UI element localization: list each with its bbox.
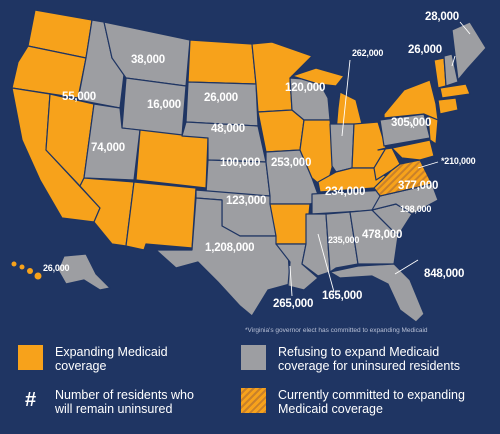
state-maine: [451, 21, 487, 81]
label-kansas: 100,000: [220, 157, 261, 169]
state-mississippi: [301, 213, 331, 277]
label-mississippi: 165,000: [322, 290, 363, 302]
state-maryland-delaware: [391, 139, 435, 161]
state-connecticut-ri: [437, 97, 459, 115]
label-maine: 28,000: [425, 11, 459, 23]
state-new-york: [383, 79, 439, 121]
legend-refusing-swatch: [241, 345, 266, 370]
legend-committed: Currently committed to expanding Medicai…: [241, 388, 465, 416]
label-texas: 1,208,000: [205, 242, 255, 254]
legend-number: # Number of residents who will remain un…: [18, 388, 194, 416]
legend-number-text: Number of residents who will remain unin…: [55, 388, 194, 416]
state-indiana: [329, 123, 355, 173]
state-iowa: [257, 109, 305, 153]
legend-committed-text: Currently committed to expanding Medicai…: [278, 388, 465, 416]
state-south-dakota: [185, 81, 259, 127]
state-north-dakota: [187, 39, 257, 85]
state-florida: [329, 263, 425, 323]
label-florida: 848,000: [424, 268, 465, 280]
state-texas: [155, 197, 291, 317]
label-georgia: 478,000: [362, 229, 403, 241]
label-wyoming: 16,000: [147, 99, 181, 111]
legend-expanding-text: Expanding Medicaid coverage: [55, 345, 168, 373]
label-north-carolina: 377,000: [398, 180, 439, 192]
legend-refusing-text: Refusing to expand Medicaid coverage for…: [278, 345, 461, 373]
label-missouri: 253,000: [271, 157, 312, 169]
state-alabama: [325, 211, 359, 273]
state-new-mexico: [125, 181, 197, 251]
state-georgia: [349, 209, 399, 265]
label-south-dakota: 26,000: [204, 92, 238, 104]
legend-refusing: Refusing to expand Medicaid coverage for…: [241, 345, 460, 373]
label-utah: 74,000: [91, 142, 125, 154]
us-map: [11, 9, 487, 323]
label-indiana: 262,000: [352, 48, 384, 58]
label-idaho: 55,000: [62, 91, 96, 103]
legend-expanding: Expanding Medicaid coverage: [18, 345, 168, 373]
label-alaska: 26,000: [43, 263, 70, 273]
state-hawaii: [11, 261, 42, 280]
state-new-jersey: [427, 115, 439, 145]
label-nebraska: 48,000: [211, 123, 245, 135]
state-colorado: [135, 129, 209, 189]
state-arkansas: [269, 203, 311, 245]
label-oklahoma: 123,000: [226, 195, 267, 207]
label-pennsylvania: 305,000: [391, 117, 432, 129]
label-alabama: 235,000: [328, 235, 360, 245]
footnote: *Virginia's governor elect has committed…: [245, 327, 428, 334]
state-alaska: [57, 253, 111, 291]
state-massachusetts: [439, 83, 471, 99]
label-virginia: *210,000: [441, 156, 476, 166]
label-montana: 38,000: [131, 54, 165, 66]
leader-lines: [289, 21, 471, 297]
label-tennessee: 234,000: [325, 186, 366, 198]
state-new-hampshire: [443, 53, 459, 87]
state-west-virginia: [373, 147, 401, 181]
label-new-hampshire: 26,000: [408, 44, 442, 56]
label-south-carolina: 198,000: [400, 204, 432, 214]
hash-symbol: #: [24, 389, 37, 411]
label-louisiana: 265,000: [273, 298, 314, 310]
state-michigan-upper: [291, 67, 345, 87]
label-wisconsin: 120,000: [285, 82, 326, 94]
legend-committed-swatch: [241, 388, 266, 413]
legend-expanding-swatch: [18, 345, 43, 370]
